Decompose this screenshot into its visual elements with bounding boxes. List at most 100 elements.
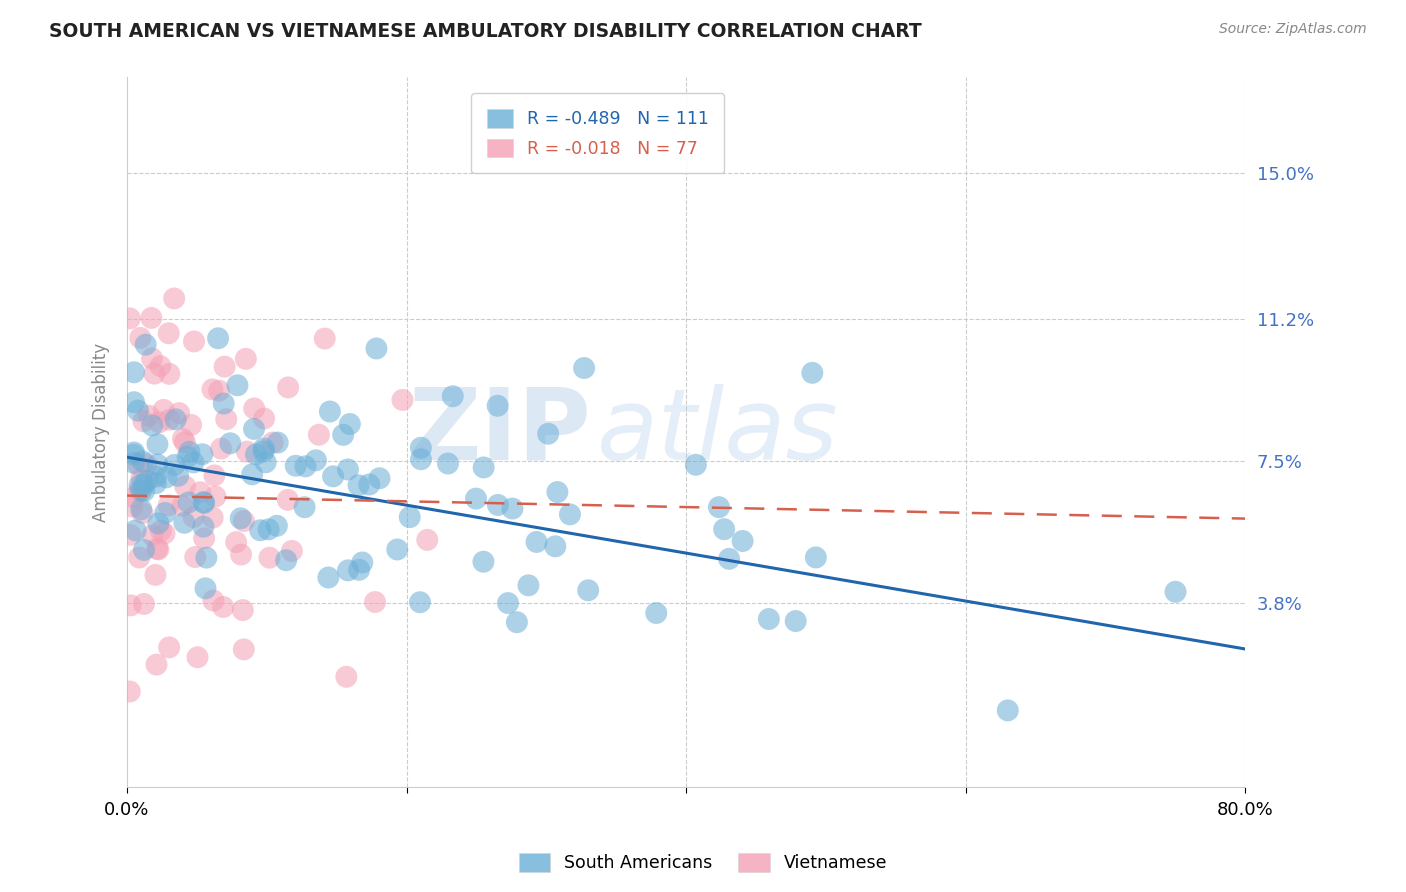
Point [122,395,145,409]
Point [149,524,172,538]
Point [368,471,391,485]
Point [145,657,167,672]
Point [128,478,150,492]
Point [131,471,153,485]
Point [229,548,252,562]
Point [172,432,194,446]
Point [165,412,187,426]
Point [194,582,217,596]
Point [148,415,170,429]
Point [145,568,167,582]
Point [120,528,142,542]
Point [127,403,149,417]
Point [183,510,205,524]
Point [179,445,201,459]
Point [526,535,548,549]
Point [277,492,299,507]
Point [193,495,215,509]
Point [465,491,488,506]
Point [1164,584,1187,599]
Point [718,552,741,566]
Point [245,447,267,461]
Point [193,532,215,546]
Point [149,359,172,373]
Point [352,556,374,570]
Point [229,511,252,525]
Point [157,413,180,427]
Point [496,596,519,610]
Point [212,396,235,410]
Point [544,539,567,553]
Point [177,495,200,509]
Point [172,499,194,513]
Point [366,342,388,356]
Point [254,455,277,469]
Text: SOUTH AMERICAN VS VIETNAMESE AMBULATORY DISABILITY CORRELATION CHART: SOUTH AMERICAN VS VIETNAMESE AMBULATORY … [49,22,922,41]
Point [141,351,163,366]
Point [141,418,163,433]
Point [191,447,214,461]
Point [129,483,152,498]
Point [174,435,197,450]
Point [146,458,169,472]
Point [118,311,141,326]
Point [136,474,159,488]
Point [645,606,668,620]
Point [145,476,167,491]
Point [441,389,464,403]
Point [141,528,163,542]
Point [163,292,186,306]
Point [294,500,316,515]
Point [558,508,581,522]
Text: atlas: atlas [596,384,838,481]
Point [208,384,231,398]
Point [122,491,145,505]
Point [153,526,176,541]
Point [801,366,824,380]
Point [129,331,152,345]
Point [437,457,460,471]
Point [134,483,156,498]
Point [364,595,387,609]
Point [236,444,259,458]
Point [243,401,266,416]
Point [184,549,207,564]
Point [387,542,409,557]
Point [131,506,153,520]
Point [193,519,215,533]
Text: Source: ZipAtlas.com: Source: ZipAtlas.com [1219,22,1367,37]
Point [259,550,281,565]
Point [409,452,432,467]
Point [201,510,224,524]
Point [201,383,224,397]
Point [506,615,529,630]
Point [546,485,568,500]
Point [155,506,177,520]
Point [347,478,370,492]
Point [409,595,432,609]
Point [486,498,509,512]
Point [319,404,342,418]
Point [398,510,420,524]
Point [122,445,145,459]
Point [232,642,254,657]
Point [124,524,146,538]
Point [122,365,145,379]
Point [277,380,299,394]
Point [240,467,263,482]
Point [391,392,413,407]
Point [132,477,155,491]
Point [359,477,381,491]
Point [146,437,169,451]
Point [129,502,152,516]
Point [731,534,754,549]
Point [186,650,208,665]
Point [322,469,344,483]
Point [155,470,177,484]
Point [138,409,160,423]
Point [347,563,370,577]
Point [202,593,225,607]
Point [215,412,238,426]
Point [132,543,155,558]
Point [209,442,232,456]
